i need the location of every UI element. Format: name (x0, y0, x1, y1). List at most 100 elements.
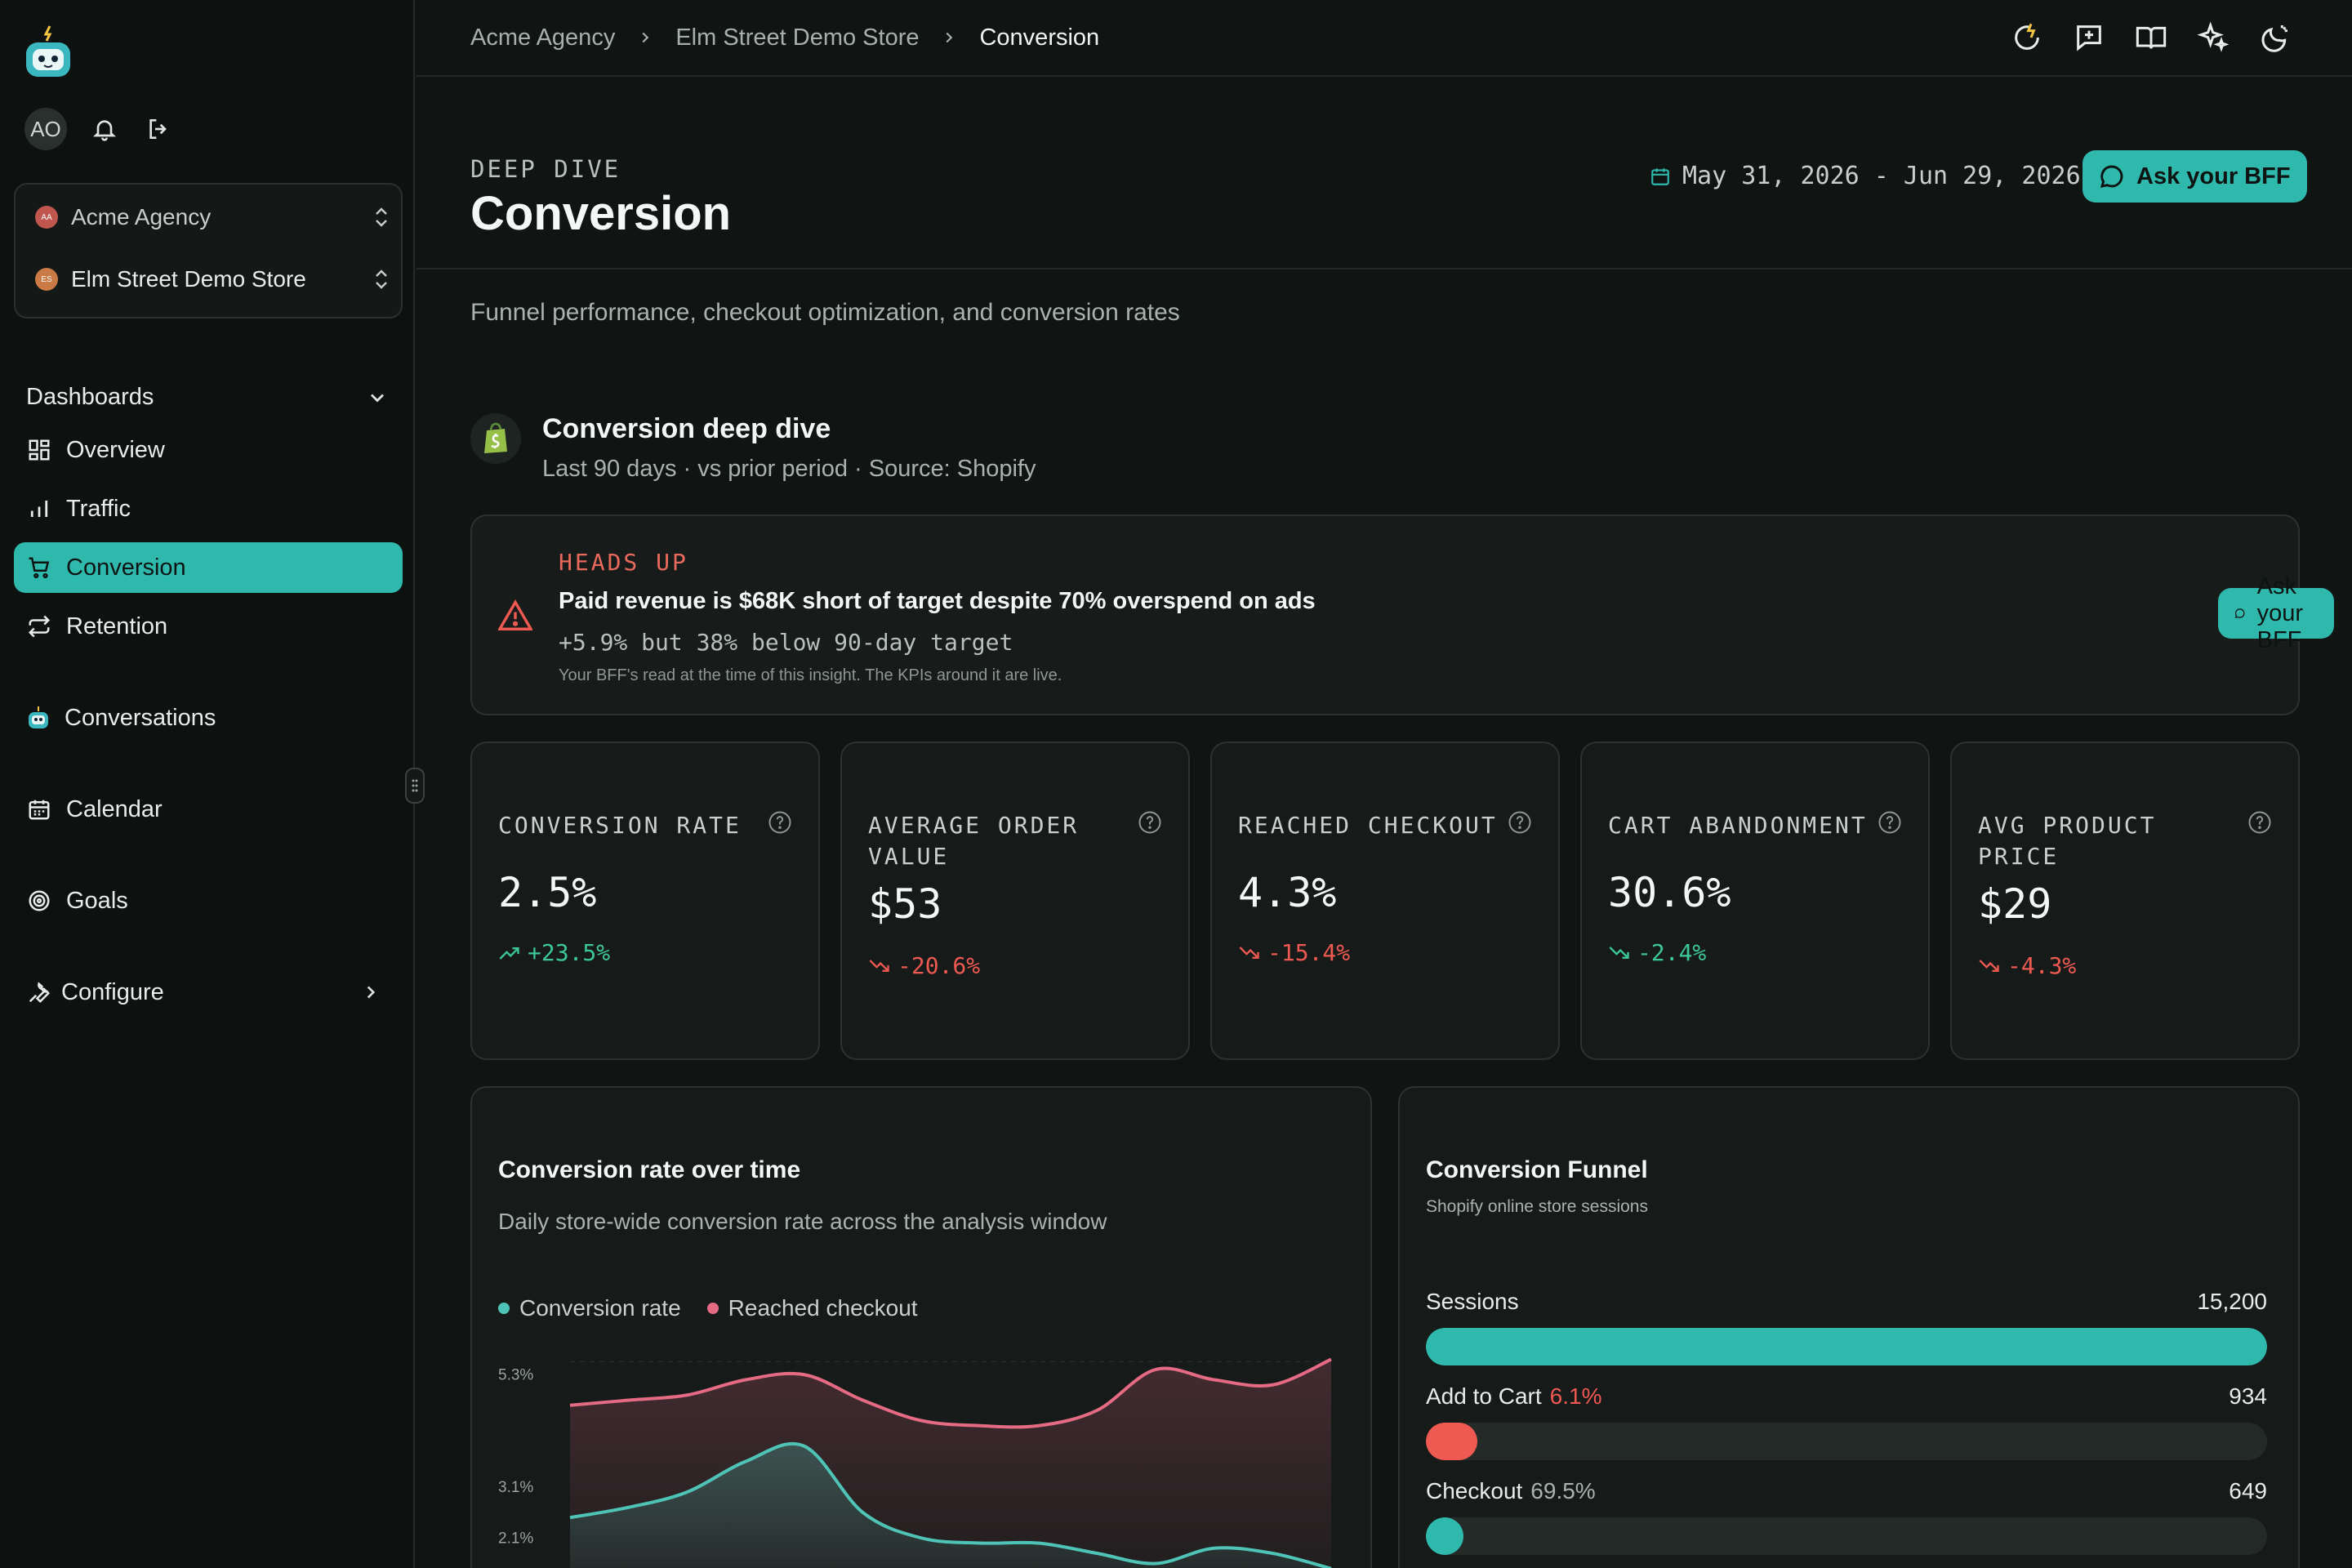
kpi-delta: -15.4% (1238, 939, 1350, 966)
sidebar-item-label: Overview (66, 436, 165, 463)
ask-bff-button[interactable]: Ask your BFF (2082, 150, 2307, 203)
y-tick-label: 5.3% (498, 1366, 533, 1383)
series-line-reached-checkout[interactable] (569, 1357, 1332, 1429)
kpi-card-cart-abandonment[interactable]: CART ABANDONMENT 30.6% -2.4% (1580, 742, 1930, 1060)
robot-logo-icon[interactable] (23, 24, 74, 80)
kpi-value: 30.6% (1608, 869, 1731, 916)
dashboards-section-toggle[interactable]: Dashboards (26, 384, 389, 411)
page-subtitle: Funnel performance, checkout optimizatio… (470, 299, 1180, 326)
kpi-delta-value: +23.5% (528, 939, 611, 966)
logout-icon[interactable] (142, 113, 175, 145)
agency-selector[interactable]: AA Acme Agency (35, 204, 387, 230)
kpi-delta-value: -20.6% (898, 952, 981, 979)
funnel-bar-fill (1426, 1423, 1477, 1460)
breadcrumb-agency[interactable]: Acme Agency (470, 24, 616, 51)
quick-insight-icon[interactable] (2011, 21, 2043, 54)
sparkles-icon[interactable] (2197, 21, 2230, 54)
series-area-conversion-rate (570, 1443, 1330, 1568)
help-circle-icon[interactable] (1138, 810, 1162, 835)
funnel-step-value: 934 (2229, 1383, 2267, 1409)
agency-avatar: AA (35, 206, 58, 229)
conversations-label: Conversations (65, 704, 216, 731)
conversion-chart: 5.3% 3.1% 2.1% (498, 1357, 1332, 1568)
kpi-delta: -20.6% (868, 952, 980, 979)
funnel-bar-track (1426, 1517, 2267, 1555)
trend-down-icon (869, 959, 889, 972)
help-circle-icon[interactable] (1878, 810, 1902, 835)
kpi-card-reached-checkout[interactable]: REACHED CHECKOUT 4.3% -15.4% (1210, 742, 1560, 1060)
y-tick-label: 3.1% (498, 1479, 533, 1496)
breadcrumb-store[interactable]: Elm Street Demo Store (675, 24, 920, 51)
legend-item-conversion-rate[interactable]: Conversion rate (498, 1295, 681, 1321)
sidebar-item-label: Traffic (66, 495, 131, 522)
alert-note: Your BFF's read at the time of this insi… (559, 666, 1062, 684)
chevron-up-down-icon (376, 270, 387, 289)
target-icon (29, 890, 50, 911)
sidebar-item-configure[interactable]: Configure (14, 967, 403, 1018)
series-line-conversion-rate[interactable] (569, 1441, 1332, 1568)
funnel-step-checkout[interactable]: Checkout 69.5% 649 (1426, 1478, 2267, 1555)
chat-bubble-icon (2234, 608, 2245, 618)
sidebar-item-label: Conversion (66, 554, 186, 581)
trend-down-icon (1239, 946, 1259, 959)
alert-detail: +5.9% but 38% below 90-day target (559, 629, 1013, 656)
legend-item-reached-checkout[interactable]: Reached checkout (706, 1295, 918, 1321)
calendar-icon (1651, 167, 1669, 185)
page-header: DEEP DIVE Conversion May 31, 2026 - Jun … (416, 77, 2352, 270)
legend-swatch (498, 1303, 510, 1314)
kpi-delta-value: -2.4% (1637, 939, 1707, 966)
funnel-bar-fill (1426, 1517, 1464, 1555)
top-bar: Acme Agency Elm Street Demo Store Conver… (416, 0, 2352, 77)
sidebar-resize-handle[interactable] (405, 768, 425, 804)
funnel-step-pct: 6.1% (1549, 1383, 1602, 1409)
funnel-bar-track (1426, 1423, 2267, 1460)
warning-triangle-icon (498, 599, 532, 630)
sidebar: AO AA Acme Agency ES Elm Street Demo Sto… (0, 0, 415, 1568)
kpi-delta: +23.5% (498, 939, 610, 966)
book-icon[interactable] (2135, 21, 2167, 54)
sidebar-item-conversion[interactable]: Conversion (14, 542, 403, 593)
funnel-step-label: Add to Cart (1426, 1383, 1542, 1409)
kpi-card-avg-product-price[interactable]: AVG PRODUCT PRICE $29 -4.3% (1950, 742, 2300, 1060)
kpi-delta-value: -4.3% (2007, 952, 2077, 979)
wrench-icon (29, 982, 50, 1004)
sidebar-item-traffic[interactable]: Traffic (14, 483, 403, 534)
funnel-step-value: 649 (2229, 1478, 2267, 1503)
sidebar-item-calendar[interactable]: Calendar (14, 784, 403, 835)
sidebar-item-overview[interactable]: Overview (14, 425, 403, 475)
alert-ask-bff-button[interactable]: Ask your BFF (2218, 573, 2335, 653)
chevron-right-icon (367, 986, 376, 999)
help-circle-icon[interactable] (768, 810, 792, 835)
kpi-value: $53 (868, 880, 942, 928)
kpi-card-conversion-rate[interactable]: CONVERSION RATE 2.5% +23.5% (470, 742, 820, 1060)
bar-chart-icon (30, 501, 48, 517)
date-range-picker[interactable]: May 31, 2026 - Jun 29, 2026 (1650, 162, 2081, 190)
calendar-icon (29, 800, 50, 820)
funnel-step-pct: 69.5% (1530, 1478, 1596, 1503)
store-avatar: ES (35, 268, 58, 291)
cart-icon (29, 557, 50, 579)
store-selector[interactable]: ES Elm Street Demo Store (35, 266, 387, 292)
add-comment-icon[interactable] (2073, 21, 2105, 54)
sidebar-item-retention[interactable]: Retention (14, 601, 403, 652)
bell-icon[interactable] (88, 113, 121, 145)
grip-icon (412, 779, 418, 792)
theme-toggle-icon[interactable] (2259, 21, 2292, 54)
help-circle-icon[interactable] (1508, 810, 1532, 835)
funnel-subtitle: Shopify online store sessions (1426, 1197, 1648, 1216)
alert-eyebrow: HEADS UP (559, 549, 688, 576)
funnel-card: Conversion Funnel Shopify online store s… (1398, 1086, 2300, 1568)
avatar[interactable]: AO (24, 108, 67, 150)
chart-legend: Conversion rate Reached checkout (498, 1295, 918, 1321)
legend-swatch (706, 1303, 719, 1314)
sidebar-item-conversations[interactable]: Conversations (14, 693, 403, 743)
user-row: AO (24, 108, 175, 150)
chart-title: Conversion rate over time (498, 1156, 801, 1183)
help-circle-icon[interactable] (2247, 810, 2272, 835)
sidebar-item-goals[interactable]: Goals (14, 875, 403, 926)
funnel-step-add-to-cart[interactable]: Add to Cart 6.1% 934 (1426, 1383, 2267, 1460)
funnel-step-sessions[interactable]: Sessions 15,200 (1426, 1289, 2267, 1365)
store-name: Elm Street Demo Store (71, 266, 306, 292)
kpi-card-average-order-value[interactable]: AVERAGE ORDER VALUE $53 -20.6% (840, 742, 1190, 1060)
kpi-label: AVERAGE ORDER VALUE (868, 812, 1080, 870)
